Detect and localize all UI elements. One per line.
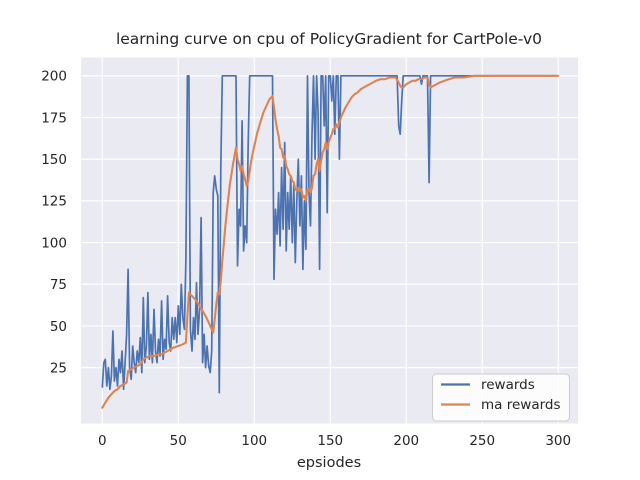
legend-box	[432, 373, 570, 422]
legend: rewards ma rewards	[432, 373, 570, 422]
y-tick-label: 200	[41, 69, 67, 85]
plot-area	[81, 57, 578, 424]
ma-rewards-line	[101, 74, 560, 409]
data-series	[101, 74, 560, 409]
legend-label-rewards: rewards	[481, 377, 535, 393]
x-tick-label: 150	[317, 433, 343, 449]
y-tick-label: 50	[50, 319, 67, 335]
x-tick-label: 200	[393, 433, 419, 449]
x-tick-label: 300	[545, 433, 571, 449]
x-tick-label: 50	[170, 433, 187, 449]
y-tick-label: 175	[41, 110, 67, 126]
y-tick-labels: 25 50 75 100 125 150 175 200	[41, 69, 67, 377]
y-tick-label: 25	[50, 360, 67, 376]
x-tick-label: 0	[98, 433, 107, 449]
x-tick-label: 250	[469, 433, 495, 449]
x-tick-labels: 0 50 100 150 200 250 300	[98, 433, 571, 449]
y-tick-label: 75	[50, 277, 67, 293]
legend-label-ma-rewards: ma rewards	[481, 397, 561, 413]
y-tick-label: 100	[41, 235, 67, 251]
y-tick-label: 125	[41, 194, 67, 210]
x-tick-label: 100	[241, 433, 267, 449]
y-tick-label: 150	[41, 152, 67, 168]
x-axis-label: epsiodes	[297, 455, 361, 471]
chart-title: learning curve on cpu of PolicyGradient …	[116, 30, 542, 48]
